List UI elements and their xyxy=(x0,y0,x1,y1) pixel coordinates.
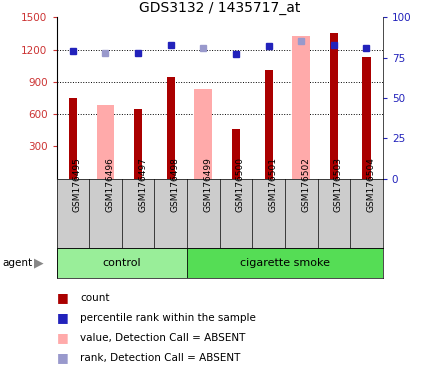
Text: ▶: ▶ xyxy=(33,257,43,270)
Text: cigarette smoke: cigarette smoke xyxy=(240,258,329,268)
Text: ■: ■ xyxy=(56,351,68,364)
Text: ■: ■ xyxy=(56,291,68,304)
Bar xyxy=(187,248,382,278)
Bar xyxy=(264,70,272,179)
Text: GSM176499: GSM176499 xyxy=(203,157,212,212)
Text: GSM176502: GSM176502 xyxy=(300,157,309,212)
Text: GSM176498: GSM176498 xyxy=(170,157,179,212)
Text: GSM176500: GSM176500 xyxy=(235,157,244,212)
Text: GSM176503: GSM176503 xyxy=(333,157,342,212)
Bar xyxy=(292,36,309,179)
Title: GDS3132 / 1435717_at: GDS3132 / 1435717_at xyxy=(139,1,299,15)
Text: GSM176504: GSM176504 xyxy=(365,157,375,212)
Bar xyxy=(194,89,212,179)
Bar xyxy=(329,33,337,179)
Text: GSM176497: GSM176497 xyxy=(138,157,147,212)
Text: control: control xyxy=(102,258,141,268)
Bar xyxy=(362,57,370,179)
Text: percentile rank within the sample: percentile rank within the sample xyxy=(80,313,256,323)
Text: ■: ■ xyxy=(56,331,68,344)
Bar xyxy=(166,78,174,179)
Text: GSM176495: GSM176495 xyxy=(73,157,82,212)
Bar xyxy=(69,98,77,179)
Bar xyxy=(96,106,114,179)
Text: GSM176496: GSM176496 xyxy=(105,157,114,212)
Text: agent: agent xyxy=(2,258,32,268)
Bar xyxy=(231,129,240,179)
Text: value, Detection Call = ABSENT: value, Detection Call = ABSENT xyxy=(80,333,245,343)
Text: GSM176501: GSM176501 xyxy=(268,157,277,212)
Text: ■: ■ xyxy=(56,311,68,324)
Bar xyxy=(56,248,187,278)
Text: rank, Detection Call = ABSENT: rank, Detection Call = ABSENT xyxy=(80,353,240,362)
Bar xyxy=(134,109,142,179)
Text: count: count xyxy=(80,293,110,303)
